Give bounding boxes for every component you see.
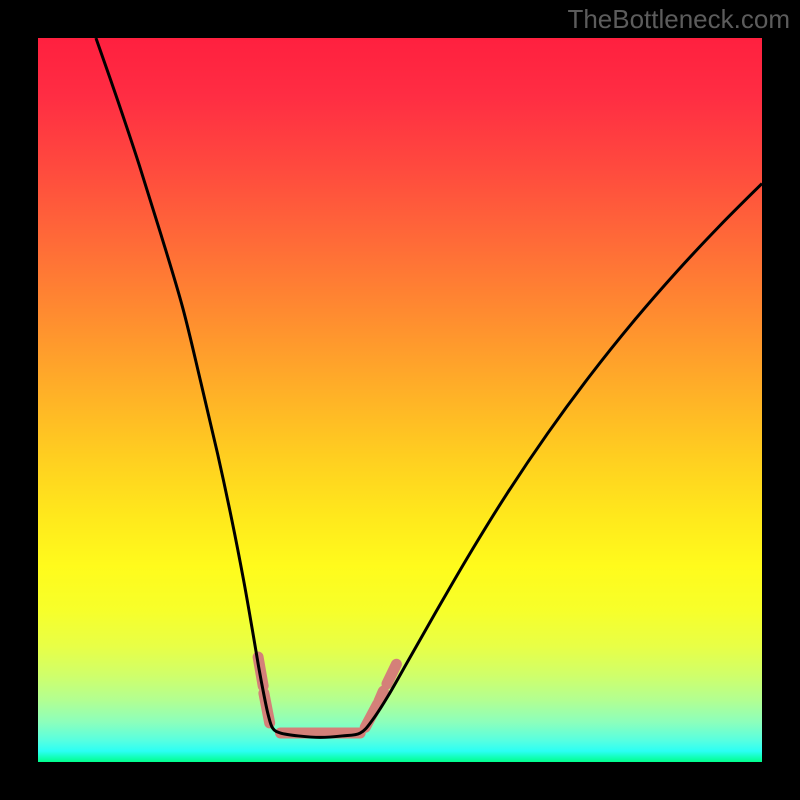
watermark-text: TheBottleneck.com — [567, 4, 790, 35]
plot-svg — [38, 38, 762, 762]
valley-marker-segment — [379, 691, 383, 701]
plot-area — [38, 38, 762, 762]
chart-stage: TheBottleneck.com — [0, 0, 800, 800]
gradient-background — [38, 38, 762, 762]
